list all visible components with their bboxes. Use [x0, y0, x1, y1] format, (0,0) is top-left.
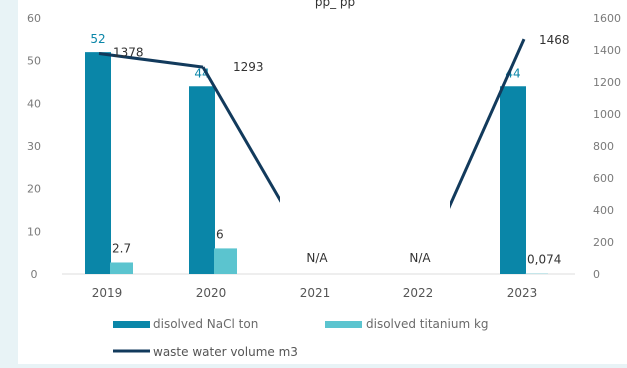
top-text-fragment: pp_ pp [315, 0, 355, 9]
right-tick-label: 1400 [593, 44, 621, 57]
right-tick-label: 400 [593, 204, 614, 217]
legend-label-nacl: disolved NaCl ton [153, 317, 258, 331]
right-tick-label: 0 [593, 268, 600, 281]
bar-nacl [189, 86, 215, 274]
bar-nacl [500, 86, 526, 274]
category-label: 2019 [92, 286, 123, 300]
line-gap-mask [280, 170, 450, 240]
waste-water-data-label: 1468 [539, 33, 570, 47]
right-tick-label: 1000 [593, 108, 621, 121]
category-label: 2022 [403, 286, 434, 300]
titanium-data-label: 2.7 [112, 241, 131, 255]
legend-swatch-titanium [325, 321, 362, 328]
bar-titanium [110, 262, 133, 274]
left-tick-label: 0 [31, 268, 38, 281]
bar-nacl [85, 52, 111, 274]
category-label: 2021 [300, 286, 331, 300]
na-label: N/A [409, 251, 431, 265]
legend-label-titanium: disolved titanium kg [366, 317, 489, 331]
waste-water-data-label: 1378 [113, 46, 144, 60]
page-side-strip [0, 0, 18, 364]
titanium-data-label: 6 [216, 227, 224, 241]
nacl-data-label: 52 [90, 32, 105, 46]
bar-titanium [214, 248, 237, 274]
right-tick-label: 800 [593, 140, 614, 153]
left-tick-label: 50 [27, 55, 41, 68]
legend-swatch-nacl [113, 321, 150, 328]
category-label: 2023 [507, 286, 538, 300]
right-tick-label: 1200 [593, 76, 621, 89]
titanium-data-label: 0,074 [527, 253, 561, 267]
left-tick-label: 10 [27, 225, 41, 238]
right-tick-label: 200 [593, 236, 614, 249]
right-tick-label: 600 [593, 172, 614, 185]
right-tick-label: 1600 [593, 12, 621, 25]
left-tick-label: 40 [27, 97, 41, 110]
category-label: 2020 [196, 286, 227, 300]
waste-water-data-label: 1293 [233, 60, 264, 74]
legend-label-waste-water: waste water volume m3 [153, 345, 298, 359]
left-tick-label: 60 [27, 12, 41, 25]
left-tick-label: 30 [27, 140, 41, 153]
left-tick-label: 20 [27, 183, 41, 196]
na-label: N/A [306, 251, 328, 265]
